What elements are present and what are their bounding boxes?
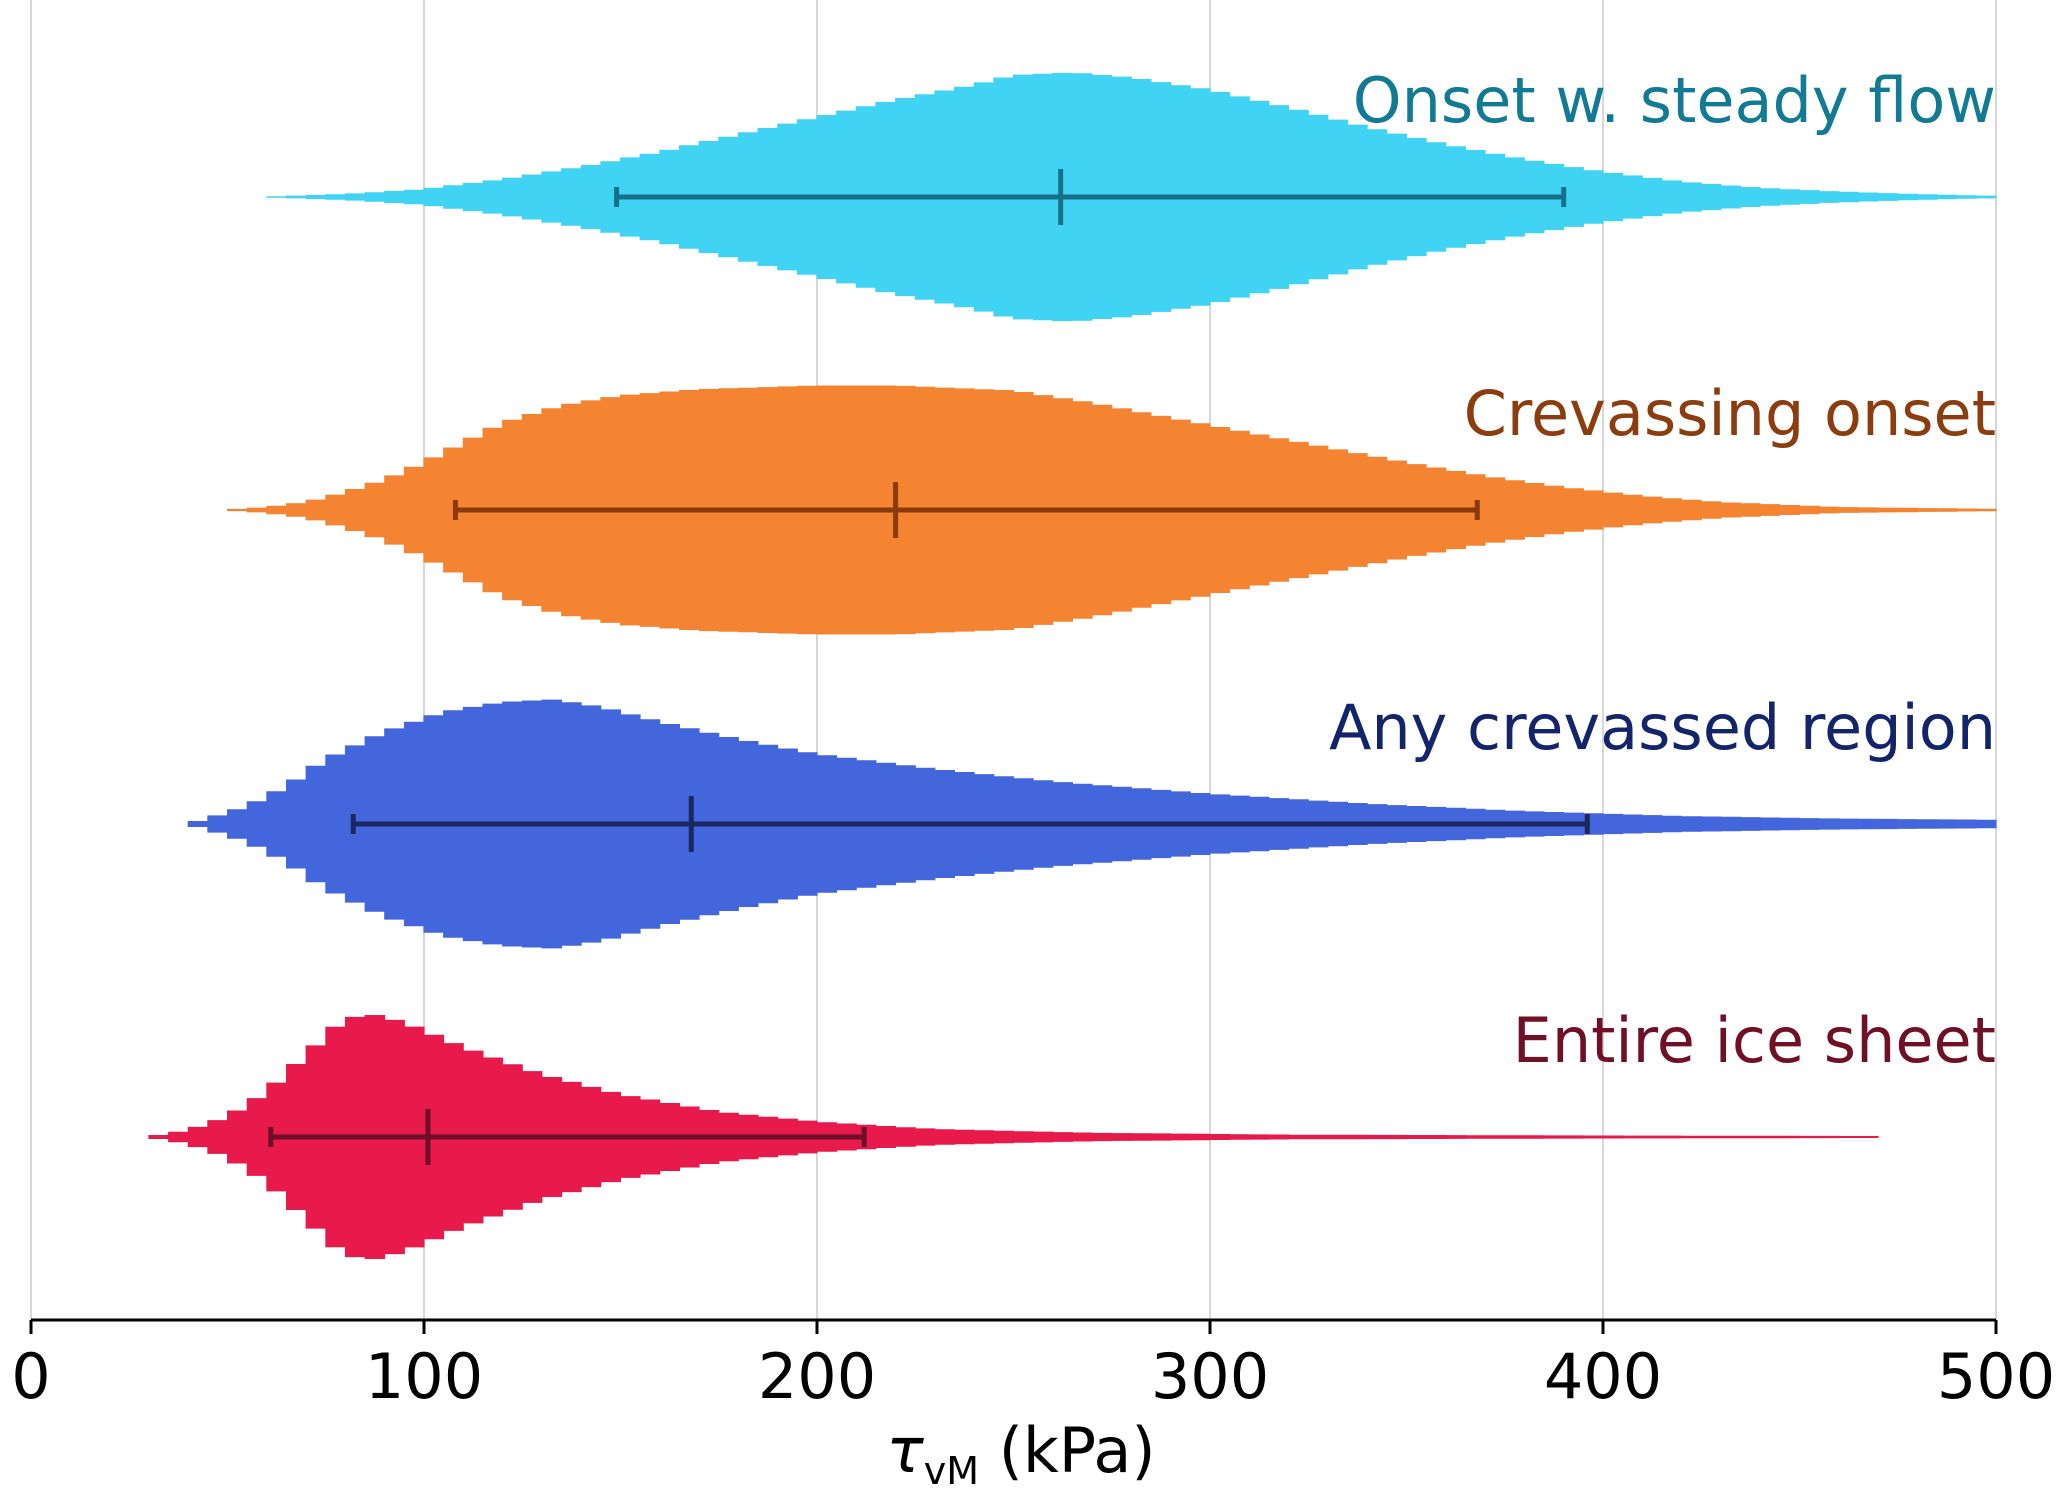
violin-group: [148, 72, 1997, 1259]
x-axis: 0 100 200 300 400 500: [11, 1318, 2055, 1413]
series-label: Onset w. steady flow: [1353, 64, 1996, 137]
x-tick-label: 200: [758, 1340, 876, 1413]
series-label: Crevassing onset: [1464, 377, 1996, 450]
violin-1: [227, 385, 1997, 635]
x-tick-label: 500: [1937, 1340, 2055, 1413]
violin-2: [187, 699, 1997, 949]
x-axis-label-suffix: (kPa): [979, 1414, 1156, 1487]
x-axis-label-symbol: τ: [886, 1414, 924, 1487]
x-tick-label: 300: [1151, 1340, 1269, 1413]
x-tick-label: 100: [365, 1340, 483, 1413]
x-tick-label: 0: [11, 1340, 50, 1413]
series-label: Entire ice sheet: [1513, 1004, 1996, 1077]
violin-0: [266, 72, 1997, 322]
x-tick-label: 400: [1544, 1340, 1662, 1413]
x-axis-label-subscript: vM: [924, 1449, 979, 1489]
violin-3: [148, 1015, 1879, 1259]
series-label: Any crevassed region: [1329, 691, 1996, 764]
violin-body: [148, 1015, 1879, 1259]
series-labels: Onset w. steady flow Crevassing onset Any …: [1329, 64, 1996, 1077]
x-axis-label: τvM (kPa): [886, 1414, 1155, 1489]
